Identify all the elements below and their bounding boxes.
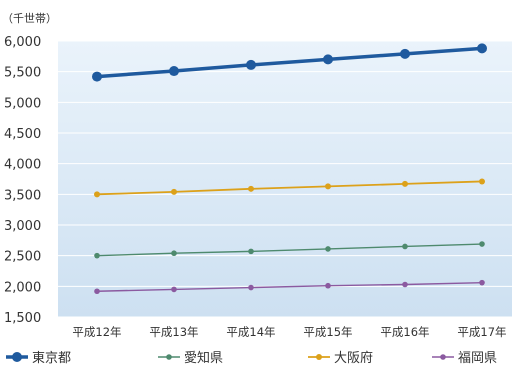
data-point <box>402 180 408 187</box>
x-tick-label: 平成12年 <box>72 325 121 339</box>
data-point <box>325 282 331 289</box>
y-tick-label: 4,500 <box>4 127 41 142</box>
data-point <box>94 191 100 198</box>
unit-label: （千世帯） <box>2 12 57 25</box>
x-tick-label: 平成13年 <box>149 325 198 339</box>
data-point <box>248 248 254 255</box>
data-point <box>479 279 485 286</box>
legend-marker <box>12 352 22 362</box>
y-tick-label: 5,500 <box>4 66 41 81</box>
data-point <box>94 252 100 259</box>
y-axis-tick-labels: 6,000 5,500 5,000 4,500 4,000 3,500 3,000 2,500… <box>4 35 41 326</box>
series-大阪府 <box>94 178 485 198</box>
y-tick-label: 6,000 <box>4 35 41 50</box>
series-line <box>96 180 483 196</box>
data-point <box>402 243 408 250</box>
legend-item: 大阪府 <box>308 351 373 366</box>
data-point <box>479 241 485 247</box>
data-point <box>477 43 487 54</box>
y-tick-label: 4,000 <box>4 158 41 173</box>
data-point <box>169 66 179 77</box>
y-tick-label: 1,500 <box>4 311 41 326</box>
data-point <box>248 185 254 192</box>
data-point <box>171 286 177 293</box>
series-福岡県 <box>94 279 485 295</box>
series-line <box>96 243 483 257</box>
legend-item: 東京都 <box>6 350 71 366</box>
legend-marker <box>166 354 172 360</box>
series-東京都 <box>92 43 487 82</box>
legend-label: 東京都 <box>32 350 71 366</box>
series-line <box>96 281 483 292</box>
data-point <box>323 54 333 65</box>
x-tick-label: 平成14年 <box>226 325 275 339</box>
x-axis-tick-labels: 平成12年 平成13年 平成14年 平成15年 平成16年 平成17年 <box>72 325 506 339</box>
data-point <box>171 250 177 257</box>
y-tick-label: 2,000 <box>4 280 41 295</box>
legend-label: 愛知県 <box>184 350 223 366</box>
series-lines <box>92 43 487 295</box>
data-point <box>400 48 410 59</box>
legend-marker <box>316 354 322 360</box>
y-tick-label: 2,500 <box>4 250 41 265</box>
data-point <box>248 284 254 291</box>
data-point <box>325 183 331 190</box>
plot-area <box>58 41 512 317</box>
legend: 東京都 愛知県 大阪府 福岡県 <box>6 350 497 366</box>
series-line <box>96 46 483 79</box>
data-point <box>171 188 177 195</box>
legend-label: 大阪府 <box>334 351 373 366</box>
legend-item: 愛知県 <box>158 350 223 366</box>
series-愛知県 <box>94 241 485 259</box>
legend-marker <box>440 354 446 360</box>
y-tick-label: 5,000 <box>4 96 41 111</box>
data-point <box>94 288 100 295</box>
data-point <box>325 246 331 252</box>
x-tick-label: 平成17年 <box>457 325 506 339</box>
y-tick-label: 3,000 <box>4 219 41 234</box>
x-tick-label: 平成15年 <box>303 325 352 339</box>
data-point <box>479 178 485 185</box>
data-point <box>246 59 256 70</box>
y-tick-label: 3,500 <box>4 188 41 203</box>
data-point <box>402 281 408 288</box>
legend-label: 福岡県 <box>458 351 497 366</box>
x-tick-label: 平成16年 <box>380 325 429 339</box>
data-point <box>92 71 102 82</box>
legend-item: 福岡県 <box>432 351 497 366</box>
